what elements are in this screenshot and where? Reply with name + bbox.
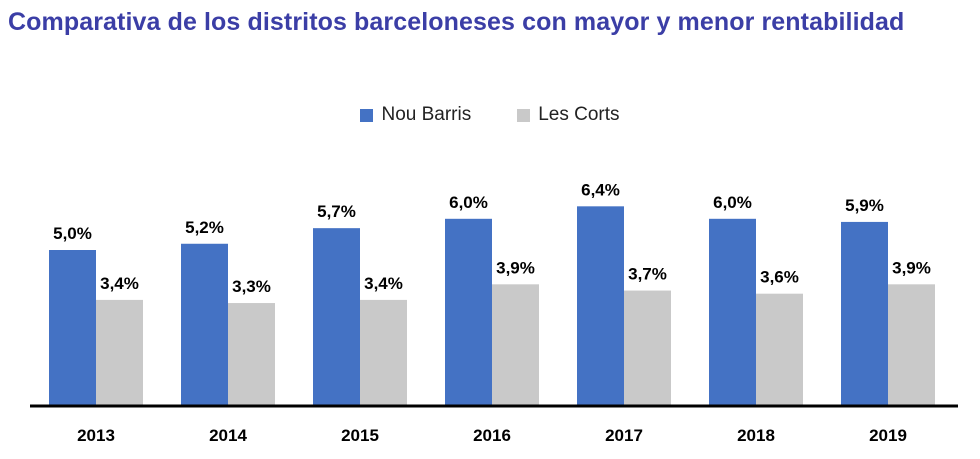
legend-item-les-corts: Les Corts (517, 104, 620, 126)
bar-nou-barris-2015 (313, 228, 360, 406)
chart-title: Comparativa de los distritos barcelonese… (8, 8, 905, 36)
x-tick-label-2015: 2015 (341, 426, 379, 445)
legend-label-les-corts: Les Corts (538, 104, 620, 125)
bar-les-corts-2013 (96, 299, 143, 406)
x-tick-label-2018: 2018 (737, 426, 775, 445)
bar-nou-barris-2017 (577, 206, 624, 406)
legend-swatch-nou-barris (360, 108, 374, 122)
data-label-les-corts-2015: 3,4% (364, 274, 403, 293)
data-label-nou-barris-2013: 5,0% (53, 224, 92, 243)
x-tick-label-2014: 2014 (209, 426, 247, 445)
data-label-nou-barris-2016: 6,0% (449, 193, 488, 212)
data-label-nou-barris-2015: 5,7% (317, 202, 356, 221)
data-label-les-corts-2019: 3,9% (892, 258, 931, 277)
data-label-nou-barris-2014: 5,2% (185, 218, 224, 237)
bar-nou-barris-2019 (841, 221, 888, 406)
x-tick-label-2019: 2019 (869, 426, 907, 445)
bar-les-corts-2018 (756, 293, 803, 406)
chart-legend: Nou Barris Les Corts (0, 104, 980, 126)
bar-les-corts-2015 (360, 299, 407, 406)
bar-nou-barris-2016 (445, 218, 492, 406)
bar-les-corts-2019 (888, 284, 935, 406)
bar-les-corts-2017 (624, 290, 671, 406)
data-label-les-corts-2013: 3,4% (100, 274, 139, 293)
bar-nou-barris-2013 (49, 250, 96, 406)
x-tick-label-2016: 2016 (473, 426, 511, 445)
data-label-nou-barris-2018: 6,0% (713, 193, 752, 212)
data-label-les-corts-2018: 3,6% (760, 268, 799, 287)
data-label-les-corts-2014: 3,3% (232, 277, 271, 296)
data-label-nou-barris-2019: 5,9% (845, 196, 884, 215)
data-label-les-corts-2017: 3,7% (628, 265, 667, 284)
bar-nou-barris-2018 (709, 218, 756, 406)
x-tick-label-2017: 2017 (605, 426, 643, 445)
data-label-les-corts-2016: 3,9% (496, 258, 535, 277)
legend-swatch-les-corts (517, 108, 531, 122)
data-label-nou-barris-2017: 6,4% (581, 180, 620, 199)
legend-item-nou-barris: Nou Barris (360, 104, 471, 126)
bar-nou-barris-2014 (181, 243, 228, 406)
legend-label-nou-barris: Nou Barris (381, 104, 472, 125)
x-tick-label-2013: 2013 (77, 426, 115, 445)
bar-les-corts-2016 (492, 284, 539, 406)
bar-les-corts-2014 (228, 303, 275, 406)
